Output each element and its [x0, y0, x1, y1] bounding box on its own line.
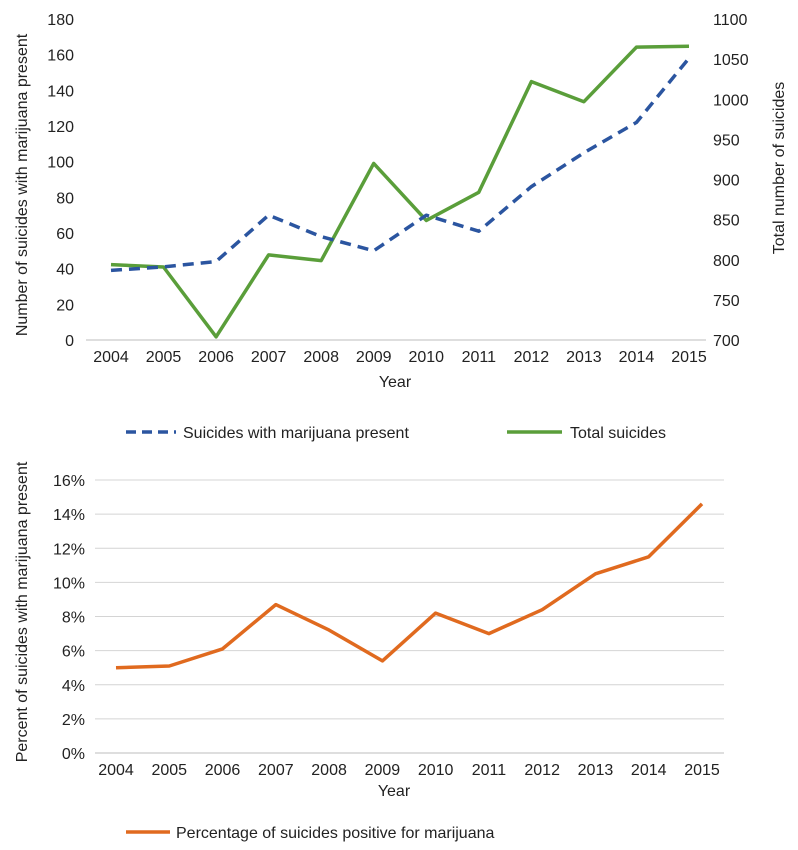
- chart-top-y-tick-left: 180: [47, 12, 74, 29]
- chart-bottom-x-tick: 2007: [258, 762, 294, 779]
- chart-bottom-x-tick: 2006: [205, 762, 241, 779]
- chart-top-y-tick-left: 100: [47, 155, 74, 172]
- chart-bottom-x-tick: 2012: [524, 762, 560, 779]
- chart-top-x-tick: 2007: [251, 349, 287, 366]
- chart-bottom-y-tick: 10%: [53, 575, 85, 592]
- chart-bottom-y-tick: 0%: [62, 746, 85, 763]
- chart-top-y-axis-title-left: Number of suicides with marijuana presen…: [14, 33, 31, 336]
- chart-bottom: 0% 2% 4% 6% 8% 10% 12% 14% 16% 2004 2005 2006 2007 2…: [14, 461, 724, 842]
- chart-bottom-y-tick: 12%: [53, 541, 85, 558]
- legend-label-total-suicides: Total suicides: [570, 425, 666, 442]
- chart-top-y-tick-right: 1100: [713, 12, 748, 29]
- chart-top-y-tick-right: 800: [713, 253, 740, 270]
- chart-top-x-tick: 2010: [408, 349, 444, 366]
- chart-bottom-x-tick: 2010: [418, 762, 454, 779]
- chart-top-x-tick: 2009: [356, 349, 392, 366]
- chart-top-x-tick: 2004: [93, 349, 129, 366]
- chart-bottom-legend: Percentage of suicides positive for mari…: [126, 825, 494, 842]
- chart-top-y-tick-left: 80: [56, 190, 74, 207]
- chart-top-y-tick-right: 1050: [713, 52, 749, 69]
- chart-bottom-x-tick: 2015: [684, 762, 720, 779]
- chart-bottom-y-tick: 4%: [62, 678, 85, 695]
- chart-bottom-y-tick: 2%: [62, 712, 85, 729]
- chart-bottom-y-tick: 6%: [62, 644, 85, 661]
- chart-top-y-tick-right: 900: [713, 173, 740, 190]
- chart-top-y-tick-left: 160: [47, 48, 74, 65]
- chart-bottom-x-tick: 2005: [151, 762, 187, 779]
- chart-top-y-tick-right: 700: [713, 333, 740, 350]
- chart-bottom-x-tick: 2004: [98, 762, 134, 779]
- chart-top-y-tick-right: 850: [713, 213, 740, 230]
- chart-bottom-x-tick: 2008: [311, 762, 347, 779]
- legend-label-percentage: Percentage of suicides positive for mari…: [176, 825, 494, 842]
- series-line-percentage: [115, 502, 704, 670]
- chart-top-x-tick: 2015: [671, 349, 707, 366]
- chart-top-y-tick-left: 120: [47, 119, 74, 136]
- chart-top-y-tick-right: 1000: [713, 92, 749, 109]
- chart-top-x-tick: 2014: [619, 349, 655, 366]
- chart-bottom-y-axis-title: Percent of suicides with marijuana prese…: [14, 461, 31, 762]
- chart-bottom-x-tick: 2011: [472, 762, 507, 779]
- chart-top-y-tick-right: 750: [713, 293, 740, 310]
- chart-bottom-x-tick: 2009: [365, 762, 401, 779]
- chart-bottom-y-tick: 16%: [53, 473, 85, 490]
- chart-top-x-tick: 2013: [566, 349, 602, 366]
- chart-bottom-y-tick: 14%: [53, 507, 85, 524]
- series-line-total-suicides: [110, 44, 690, 339]
- chart-top-y-tick-right: 950: [713, 132, 740, 149]
- series-line-marijuana-present: [110, 57, 691, 273]
- chart-bottom-x-axis-title: Year: [378, 783, 411, 800]
- chart-top-y-tick-left: 0: [65, 333, 74, 350]
- chart-top-x-tick: 2011: [462, 349, 497, 366]
- chart-bottom-y-tick: 8%: [62, 610, 85, 627]
- chart-top-y-axis-title-right: Total number of suicides: [771, 82, 788, 255]
- chart-top-y-tick-left: 60: [56, 226, 74, 243]
- chart-top-x-tick: 2008: [303, 349, 339, 366]
- chart-top-x-tick: 2005: [146, 349, 182, 366]
- chart-bottom-x-tick: 2013: [578, 762, 614, 779]
- chart-bottom-x-tick: 2014: [631, 762, 667, 779]
- chart-top-y-tick-left: 140: [47, 83, 74, 100]
- chart-top-y-tick-left: 40: [56, 262, 74, 279]
- chart-top-x-tick: 2012: [514, 349, 550, 366]
- chart-top: 0 20 40 60 80 100 120 140 160 180 700 750 800 850 900…: [14, 12, 788, 442]
- chart-top-y-tick-left: 20: [56, 297, 74, 314]
- chart-top-x-axis-title: Year: [379, 374, 412, 391]
- chart-top-legend: Suicides with marijuana present Total su…: [126, 425, 666, 442]
- legend-label-marijuana-present: Suicides with marijuana present: [183, 425, 409, 442]
- chart-top-x-tick: 2006: [198, 349, 234, 366]
